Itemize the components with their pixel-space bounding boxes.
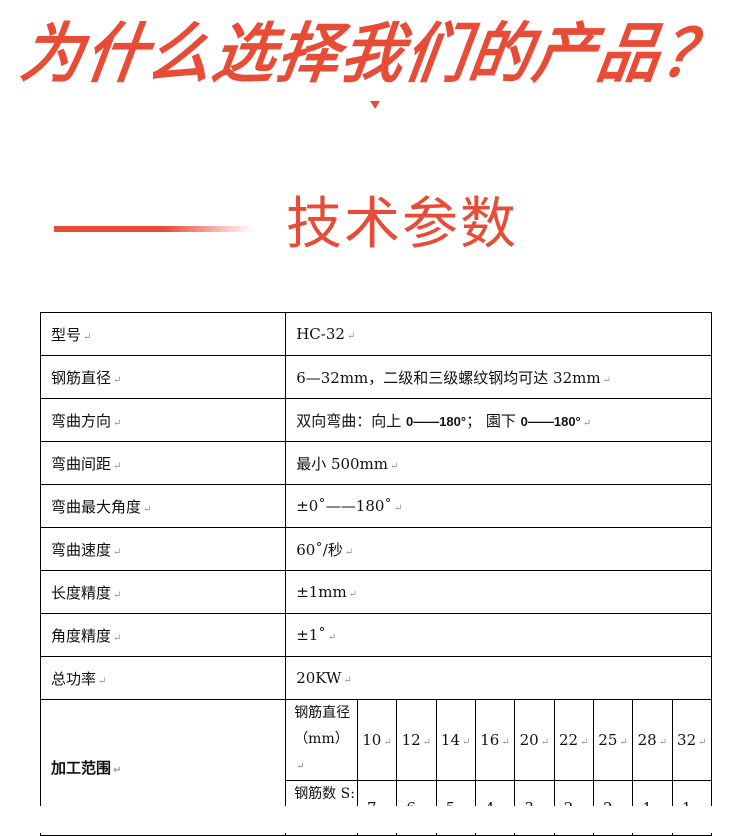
spec-value-cell: 双向弯曲：向上 0——180°； 園下 0——180° ↵ [285, 398, 712, 442]
diameter-cell: 28 ↵ [632, 699, 673, 781]
diameter-value: 12 [401, 731, 421, 749]
spec-label: 长度精度 [51, 583, 112, 602]
spec-value: ±1˚ [296, 626, 326, 644]
diameter-cell: 12 ↵ [396, 699, 437, 781]
diameter-label-cell: 钢筋直径（mm）↵ [285, 699, 358, 781]
diameter-value: 32 [677, 731, 697, 749]
diameter-value: 22 [558, 731, 579, 749]
spec-value-cell: 60˚/秒 ↵ [285, 527, 712, 571]
spec-row: 型号 ↵ HC-32 ↵ [39, 312, 712, 356]
diameter-value: 20 [519, 731, 539, 749]
spec-label-cell: 弯曲最大角度 ↵ [39, 484, 287, 528]
spec-label: 弯曲最大角度 [51, 497, 142, 516]
spec-label: 型号 [51, 325, 82, 344]
down-triangle-icon [370, 101, 380, 109]
spec-value: ±1mm [296, 583, 347, 601]
diameter-value: 28 [637, 731, 657, 749]
spec-label-cell: 角度精度 ↵ [39, 613, 287, 657]
headline: 为什么选择我们的产品？ [16, 15, 731, 92]
spec-row: 总功率 ↵ 20KW ↵ [39, 656, 712, 700]
spec-row: 弯曲最大角度 ↵ ±0˚——180˚ ↵ [39, 484, 712, 528]
diameter-cell: 25 ↵ [592, 699, 634, 781]
spec-value: ±0˚——180˚ [296, 497, 392, 515]
spec-label-cell: 型号 ↵ [39, 312, 287, 356]
spec-value-cell: ±1˚ ↵ [285, 613, 712, 657]
spec-value-cell: HC-32 ↵ [285, 312, 712, 356]
diameter-value: 10 [362, 731, 382, 749]
spec-label-cell: 长度精度 ↵ [39, 570, 287, 614]
spec-value: 最小 500mm [296, 454, 389, 473]
section-divider [54, 226, 254, 232]
spec-label-cell: 弯曲间距 ↵ [39, 441, 287, 485]
spec-table: 型号 ↵ HC-32 ↵ 钢筋直径 ↵ 6—32mm，二级和三级螺纹钢均可达 32mm ↵ 弯曲… [39, 312, 713, 836]
spec-row: 长度精度 ↵ ±1mm ↵ [39, 570, 712, 614]
spec-label: 弯曲速度 [51, 540, 112, 559]
spec-row: 角度精度 ↵ ±1˚ ↵ [39, 613, 712, 657]
spec-label-cell: 总功率 ↵ [39, 656, 287, 700]
spec-value-part: 双向弯曲：向上 [296, 411, 406, 430]
spec-label: 总功率 [51, 669, 97, 688]
spec-label: 弯曲间距 [51, 454, 112, 473]
spec-value: 60˚/秒 [296, 540, 343, 559]
spec-label: 钢筋直径 [51, 368, 112, 387]
spec-value-cell: 6—32mm，二级和三级螺纹钢均可达 32mm ↵ [285, 355, 712, 399]
spec-value-cell: ±0˚——180˚ ↵ [285, 484, 712, 528]
spec-value: 20KW [296, 669, 342, 687]
range-label: 加工范围 [51, 759, 112, 777]
diameter-cell: 16 ↵ [474, 699, 516, 781]
section-title: 技术参数 [286, 192, 518, 257]
spec-label: 弯曲方向 [51, 411, 112, 430]
spec-row: 钢筋直径 ↵ 6—32mm，二级和三级螺纹钢均可达 32mm ↵ [39, 355, 712, 399]
diameter-cell: 14 ↵ [435, 699, 476, 781]
spec-row: 弯曲速度 ↵ 60˚/秒 ↵ [39, 527, 712, 571]
spec-row: 弯曲方向 ↵ 双向弯曲：向上 0——180°； 園下 0——180° ↵ [39, 398, 712, 442]
diameter-cell: 32 ↵ [671, 699, 713, 781]
spec-value-cell: 20KW ↵ [285, 656, 712, 700]
spec-value-cell: ±1mm ↵ [285, 570, 712, 614]
diameter-cell: 22 ↵ [553, 699, 594, 781]
spec-label-cell: 弯曲方向 ↵ [39, 398, 287, 442]
spec-value-part: 0——180° [405, 413, 467, 429]
diameter-value: 14 [440, 731, 461, 749]
diameter-value: 16 [480, 731, 500, 749]
diameter-cell: 10 ↵ [356, 699, 398, 781]
spec-value: 6—32mm，二级和三级螺纹钢均可达 32mm [296, 368, 601, 387]
spec-label-cell: 钢筋直径 ↵ [39, 355, 287, 399]
spec-value-part: 0——180° [520, 413, 581, 429]
spec-value: HC-32 [296, 325, 345, 343]
spec-value-cell: 最小 500mm ↵ [285, 441, 712, 485]
spec-value-part: ； 園下 [466, 411, 521, 430]
range-row-diameter: 加工范围 ↵ 钢筋直径（mm）↵ 10 ↵ 12 ↵ 14 ↵ 16 ↵ 20 ↵ 22 ↵ 25 ↵ 28 ↵ 32… [39, 699, 713, 836]
diameter-cell: 20 ↵ [514, 699, 555, 781]
diameter-label: 钢筋直径（mm） [294, 705, 351, 747]
spec-label-cell: 弯曲速度 ↵ [39, 527, 287, 571]
diameter-value: 25 [598, 731, 618, 749]
spec-row: 弯曲间距 ↵ 最小 500mm ↵ [39, 441, 712, 485]
spec-label: 角度精度 [51, 626, 112, 645]
